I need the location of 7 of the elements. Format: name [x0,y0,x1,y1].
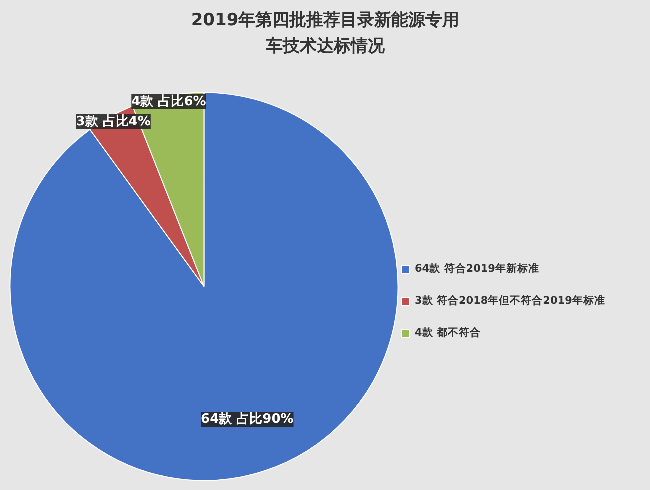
legend-label: 4款 都不符合 [415,326,481,340]
data-label: 3款 占比4% [76,114,151,130]
chart-title: 2019年第四批推荐目录新能源专用车技术达标情况 [191,10,460,56]
data-label: 64款 占比90% [201,412,294,428]
legend-label: 64款 符合2019年新标准 [415,262,540,276]
data-label: 4款 占比6% [132,94,206,110]
legend-label: 3款 符合2018年但不符合2019年标准 [415,294,606,308]
